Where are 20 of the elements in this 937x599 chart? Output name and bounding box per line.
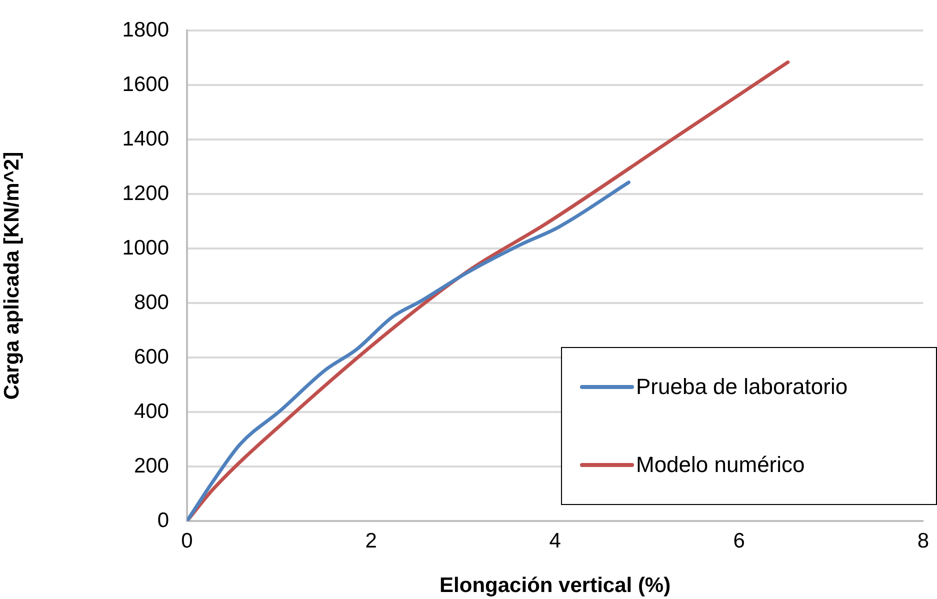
y-axis-title: Carga aplicada [KN/m^2] [0, 152, 24, 400]
x-tick-label: 6 [733, 529, 745, 552]
x-tick-label: 8 [917, 529, 930, 552]
legend-label: Modelo numérico [636, 452, 805, 478]
x-axis-title: Elongación vertical (%) [440, 574, 671, 598]
y-tick-label: 1000 [122, 236, 169, 260]
line-series [187, 180, 630, 521]
y-tick-label: 1600 [122, 72, 169, 96]
y-tick-label: 200 [134, 454, 169, 478]
x-tick-label: 2 [365, 529, 377, 552]
y-tick-label: 1800 [122, 18, 169, 42]
x-tick-label: 0 [181, 529, 193, 552]
y-tick-label: 1200 [122, 182, 169, 205]
y-tick-label: 1400 [122, 127, 169, 150]
y-tick-label: 600 [134, 345, 169, 368]
y-tick-label: 0 [157, 508, 169, 532]
y-tick-label: 800 [134, 290, 169, 314]
x-tick-label: 4 [549, 529, 562, 552]
y-tick-label: 400 [134, 400, 169, 423]
legend-label: Prueba de laboratorio [636, 374, 848, 400]
